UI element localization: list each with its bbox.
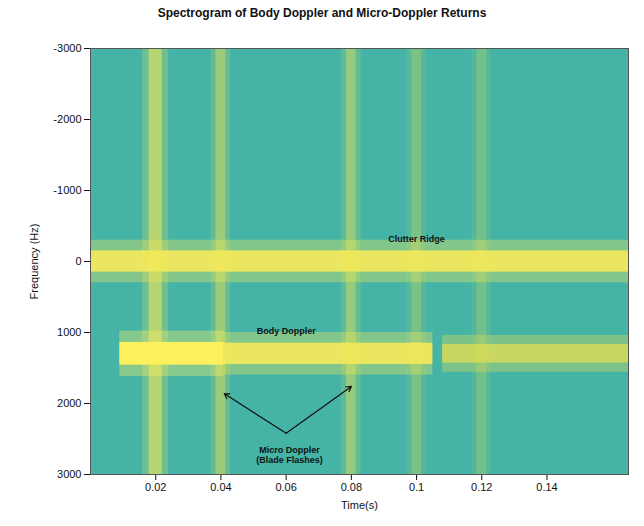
html-text:Spectrogram of Body Doppler an: Spectrogram of Body Doppler and Micro-Do… — [157, 6, 487, 20]
svg-text:0.14: 0.14 — [536, 481, 557, 493]
svg-text:0.08: 0.08 — [341, 481, 362, 493]
svg-text:1000: 1000 — [57, 326, 81, 338]
svg-text:0: 0 — [75, 255, 81, 267]
svg-text:Clutter Ridge: Clutter Ridge — [388, 234, 445, 244]
svg-text:0.02: 0.02 — [145, 481, 166, 493]
svg-text:0.04: 0.04 — [210, 481, 231, 493]
svg-text:Frequency (Hz): Frequency (Hz) — [28, 224, 40, 300]
svg-text:0.1: 0.1 — [409, 481, 424, 493]
svg-text:-2000: -2000 — [53, 113, 81, 125]
svg-text:2000: 2000 — [57, 397, 81, 409]
svg-text:Time(s): Time(s) — [341, 499, 378, 511]
svg-text:3000: 3000 — [57, 468, 81, 480]
svg-text:-3000: -3000 — [53, 42, 81, 54]
svg-text:-1000: -1000 — [53, 184, 81, 196]
svg-text:0.12: 0.12 — [471, 481, 492, 493]
svg-text:Micro Doppler(Blade Flashes): Micro Doppler(Blade Flashes) — [256, 445, 323, 465]
svg-text:0.06: 0.06 — [275, 481, 296, 493]
svg-text:Body Doppler: Body Doppler — [257, 326, 316, 336]
